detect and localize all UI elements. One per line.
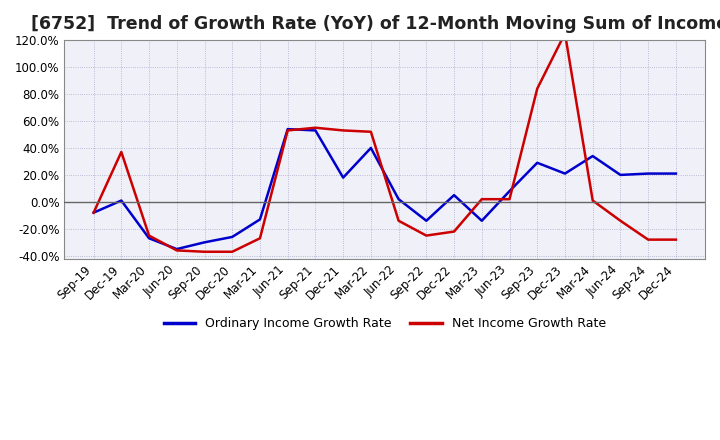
Net Income Growth Rate — [395, 218, 403, 224]
Net Income Growth Rate — [117, 149, 126, 154]
Ordinary Income Growth Rate — [228, 234, 237, 239]
Ordinary Income Growth Rate — [616, 172, 625, 178]
Net Income Growth Rate — [533, 86, 541, 91]
Ordinary Income Growth Rate — [117, 198, 126, 203]
Ordinary Income Growth Rate — [644, 171, 652, 176]
Net Income Growth Rate — [505, 197, 514, 202]
Net Income Growth Rate — [644, 237, 652, 242]
Ordinary Income Growth Rate — [339, 175, 348, 180]
Net Income Growth Rate — [200, 249, 209, 254]
Net Income Growth Rate — [89, 210, 98, 215]
Ordinary Income Growth Rate — [672, 171, 680, 176]
Net Income Growth Rate — [366, 129, 375, 135]
Net Income Growth Rate — [173, 248, 181, 253]
Line: Ordinary Income Growth Rate: Ordinary Income Growth Rate — [94, 129, 676, 249]
Legend: Ordinary Income Growth Rate, Net Income Growth Rate: Ordinary Income Growth Rate, Net Income … — [159, 312, 611, 335]
Net Income Growth Rate — [477, 197, 486, 202]
Title: [6752]  Trend of Growth Rate (YoY) of 12-Month Moving Sum of Incomes: [6752] Trend of Growth Rate (YoY) of 12-… — [31, 15, 720, 33]
Ordinary Income Growth Rate — [505, 188, 514, 194]
Line: Net Income Growth Rate: Net Income Growth Rate — [94, 33, 676, 252]
Ordinary Income Growth Rate — [89, 210, 98, 215]
Net Income Growth Rate — [284, 128, 292, 133]
Ordinary Income Growth Rate — [173, 246, 181, 252]
Ordinary Income Growth Rate — [450, 193, 459, 198]
Ordinary Income Growth Rate — [533, 160, 541, 165]
Net Income Growth Rate — [145, 233, 153, 238]
Ordinary Income Growth Rate — [311, 128, 320, 133]
Net Income Growth Rate — [561, 31, 570, 36]
Ordinary Income Growth Rate — [145, 236, 153, 241]
Net Income Growth Rate — [450, 229, 459, 234]
Net Income Growth Rate — [672, 237, 680, 242]
Ordinary Income Growth Rate — [561, 171, 570, 176]
Net Income Growth Rate — [228, 249, 237, 254]
Ordinary Income Growth Rate — [477, 218, 486, 224]
Net Income Growth Rate — [311, 125, 320, 130]
Net Income Growth Rate — [256, 236, 264, 241]
Ordinary Income Growth Rate — [588, 154, 597, 159]
Net Income Growth Rate — [616, 218, 625, 224]
Ordinary Income Growth Rate — [366, 145, 375, 150]
Ordinary Income Growth Rate — [395, 197, 403, 202]
Ordinary Income Growth Rate — [422, 218, 431, 224]
Ordinary Income Growth Rate — [256, 217, 264, 222]
Net Income Growth Rate — [339, 128, 348, 133]
Net Income Growth Rate — [422, 233, 431, 238]
Net Income Growth Rate — [588, 198, 597, 203]
Ordinary Income Growth Rate — [200, 240, 209, 245]
Ordinary Income Growth Rate — [284, 126, 292, 132]
